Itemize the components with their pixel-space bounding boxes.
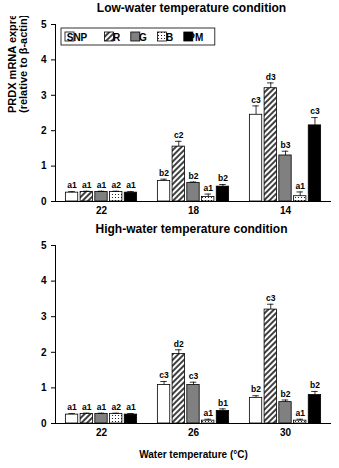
svg-text:SNP: SNP	[67, 32, 88, 43]
svg-text:30: 30	[280, 427, 292, 438]
svg-text:d2: d2	[174, 339, 184, 349]
svg-text:4: 4	[41, 54, 47, 65]
svg-text:18: 18	[188, 205, 200, 216]
svg-text:b2: b2	[281, 389, 291, 399]
svg-text:a1: a1	[295, 408, 305, 418]
svg-text:b2: b2	[251, 384, 261, 394]
svg-text:a1: a1	[67, 402, 77, 412]
svg-text:b3: b3	[281, 140, 291, 150]
svg-text:22: 22	[96, 205, 108, 216]
svg-text:c3: c3	[266, 293, 276, 303]
svg-text:PM: PM	[188, 32, 203, 43]
svg-text:c2: c2	[174, 130, 184, 140]
svg-text:a1: a1	[126, 402, 136, 412]
svg-text:a1: a1	[126, 180, 136, 190]
svg-text:a1: a1	[82, 402, 92, 412]
svg-text:B: B	[166, 32, 173, 43]
svg-text:R: R	[113, 32, 121, 43]
svg-text:c3: c3	[310, 106, 320, 116]
svg-text:a2: a2	[111, 180, 121, 190]
html-text:Low-water temperature conditio: Low-water temperature condition	[96, 1, 287, 15]
svg-text:0: 0	[41, 196, 47, 207]
svg-text:Water temperature (°C): Water temperature (°C)	[139, 449, 248, 460]
svg-text:22: 22	[96, 427, 108, 438]
svg-text:4: 4	[41, 275, 47, 286]
svg-text:a1: a1	[67, 180, 77, 190]
svg-text:b2: b2	[310, 380, 320, 390]
svg-text:5: 5	[41, 19, 47, 30]
svg-text:b2: b2	[218, 173, 228, 183]
svg-text:b2: b2	[189, 171, 199, 181]
svg-text:G: G	[139, 32, 147, 43]
svg-text:14: 14	[280, 205, 292, 216]
svg-text:3: 3	[41, 311, 47, 322]
svg-text:a1: a1	[203, 408, 213, 418]
svg-text:a1: a1	[203, 183, 213, 193]
svg-text:1: 1	[41, 382, 47, 393]
svg-text:a1: a1	[97, 402, 107, 412]
svg-text:0: 0	[41, 418, 47, 429]
svg-text:d3: d3	[266, 72, 276, 82]
svg-text:a1: a1	[295, 181, 305, 191]
svg-text:1: 1	[41, 160, 47, 171]
svg-text:c3: c3	[189, 371, 199, 381]
svg-text:c3: c3	[159, 370, 169, 380]
svg-text:3: 3	[41, 90, 47, 101]
svg-text:a2: a2	[111, 402, 121, 412]
html-text:High-water temperature conditi: High-water temperature condition	[95, 222, 288, 236]
svg-text:26: 26	[188, 427, 200, 438]
svg-text:PRDX mRNA expression(relative: PRDX mRNA expression(relative to β-actin…	[6, 16, 29, 113]
svg-text:2: 2	[41, 125, 47, 136]
svg-text:b1: b1	[218, 398, 228, 408]
svg-text:c3: c3	[251, 95, 261, 105]
svg-text:b2: b2	[159, 168, 169, 178]
svg-text:2: 2	[41, 347, 47, 358]
svg-text:a1: a1	[97, 180, 107, 190]
svg-text:5: 5	[41, 240, 47, 251]
svg-text:a1: a1	[82, 180, 92, 190]
